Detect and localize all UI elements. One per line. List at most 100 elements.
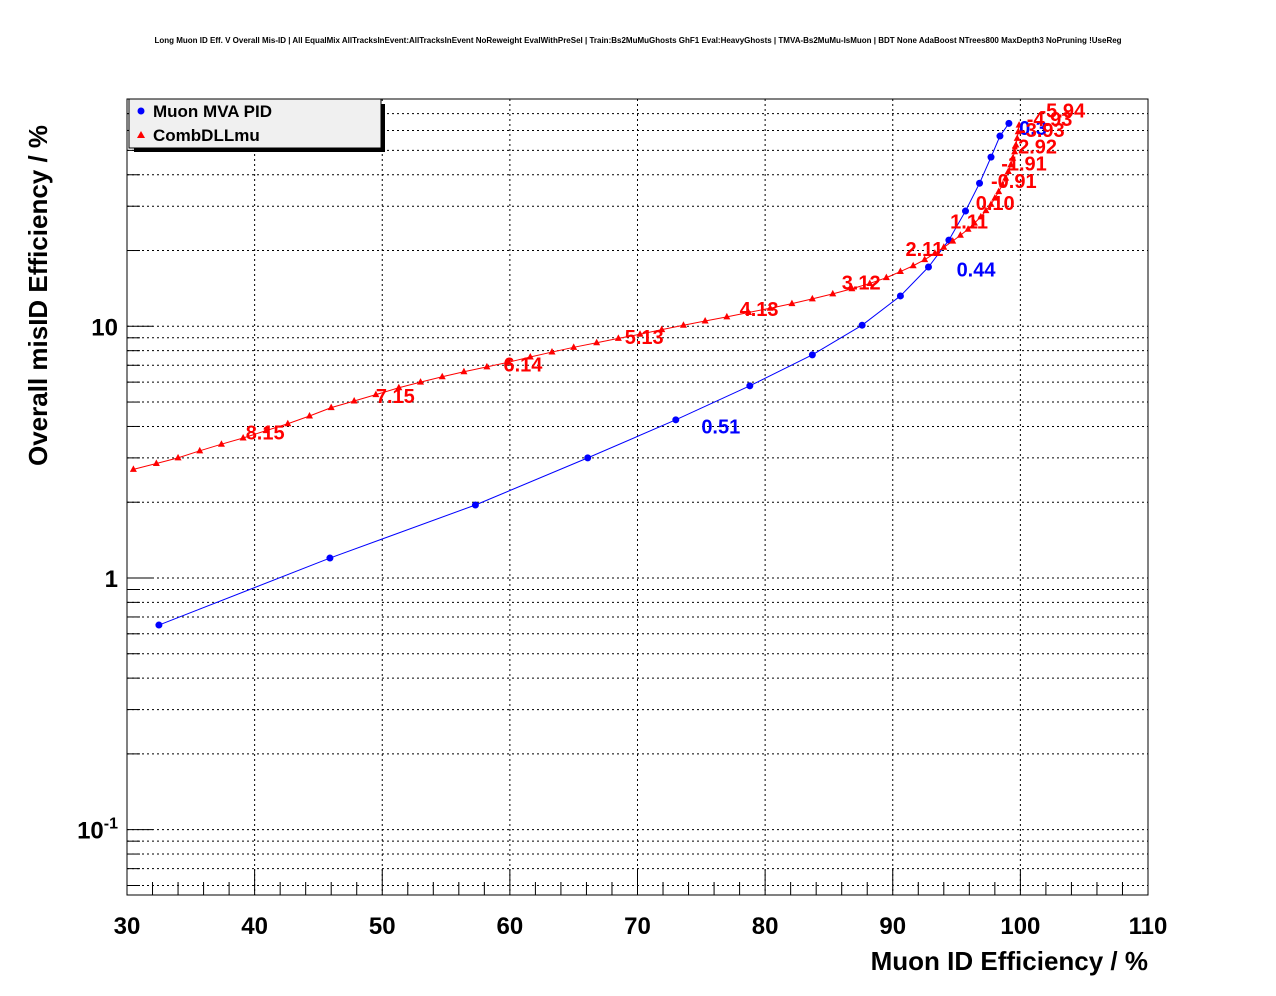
data-point (129, 465, 137, 472)
data-point (808, 294, 816, 302)
data-point (746, 382, 754, 390)
x-tick-label: 100 (1000, 913, 1040, 940)
data-point (262, 426, 270, 434)
data-point (672, 416, 680, 424)
x-tick-label: 30 (114, 913, 141, 940)
cut-value-label: -2.92 (1011, 137, 1057, 159)
grid (127, 98, 1148, 895)
data-point (1005, 119, 1013, 127)
data-point (940, 243, 948, 250)
series-line (133, 125, 1020, 470)
data-point (372, 390, 380, 398)
x-axis-title: Muon ID Efficiency / % (871, 946, 1148, 976)
x-tick-labels: 30 40 50 60 70 80 90 100 110 (114, 913, 1168, 940)
data-point (921, 255, 929, 263)
data-point (350, 396, 358, 404)
data-point (438, 372, 446, 380)
legend-marker-muon-mva (137, 107, 145, 115)
legend-box (128, 98, 382, 149)
cut-value-label: 3.12 (842, 273, 881, 295)
cut-value-label: 1.11 (950, 211, 988, 233)
y-tick-label: 10 (91, 314, 118, 341)
data-point (1009, 154, 1017, 161)
data-point (961, 207, 969, 215)
data-point (931, 249, 939, 256)
data-point (483, 362, 491, 370)
y-axis-title: Overall misID Efficiency / % (23, 125, 53, 466)
data-point (956, 231, 964, 238)
data-point (326, 554, 334, 562)
data-point (395, 383, 403, 391)
cut-value-label: 0.51 (701, 416, 740, 438)
data-point (1002, 174, 1010, 181)
data-point (1013, 134, 1021, 141)
data-point (471, 501, 479, 509)
data-point (977, 212, 985, 220)
x-tick-label: 40 (241, 913, 268, 940)
data-point (658, 325, 666, 333)
series (129, 119, 1023, 629)
x-tick-label: 70 (624, 913, 651, 940)
data-point (896, 292, 904, 300)
data-point (570, 343, 578, 350)
data-point (976, 179, 984, 187)
data-point (964, 225, 972, 232)
cut-value-label: -0.91 (991, 171, 1037, 193)
data-point (1011, 147, 1019, 155)
series-line (158, 123, 1010, 626)
x-tick-label: 50 (369, 913, 396, 940)
data-point (155, 621, 163, 629)
data-point (679, 321, 687, 328)
cut-value-label: -3.93 (1019, 120, 1065, 142)
data-point (505, 358, 513, 365)
cut-value-label: 8.15 (246, 422, 285, 444)
data-point (745, 308, 753, 315)
legend-label-muon-mva: Muon MVA PID (153, 102, 272, 121)
data-point (982, 206, 990, 214)
legend-marker-combdllmu (137, 131, 145, 138)
y-tick-labels: 10-1 1 10 (77, 314, 118, 844)
cut-value-label: 0.10 (976, 193, 1015, 215)
data-point (924, 263, 932, 271)
legend: Muon MVA PID CombDLLmu (128, 98, 385, 152)
data-point (174, 453, 182, 461)
data-point (327, 403, 335, 411)
data-point (999, 180, 1007, 188)
y-tick-label: 10-1 (77, 816, 118, 845)
data-point (1007, 160, 1015, 168)
cut-value-label: 2.11 (906, 239, 944, 261)
chart-title: Long Muon ID Eff. V Overall Mis-ID | All… (154, 36, 1121, 45)
x-tick-label: 80 (752, 913, 779, 940)
cut-value-label: 0.3 (1019, 118, 1047, 140)
data-point (766, 304, 774, 311)
cut-value-label: 0.44 (957, 259, 997, 281)
x-tick-label: 60 (497, 913, 524, 940)
x-tick-label: 90 (879, 913, 906, 940)
data-point (417, 378, 425, 385)
data-point (614, 334, 622, 341)
data-point (701, 316, 709, 324)
cut-value-label: -1.91 (1001, 154, 1047, 176)
cut-value-label: -4.93 (1027, 109, 1073, 131)
data-point (460, 367, 468, 375)
data-point (909, 261, 917, 269)
cut-value-label: 6.14 (503, 355, 543, 377)
y-tick-label: 1 (105, 566, 118, 593)
series-muon-mva-pid (155, 119, 1013, 629)
data-point (306, 412, 314, 419)
cut-value-label: 5.13 (625, 327, 664, 349)
axis-ticks (126, 98, 1149, 895)
x-tick-label: 110 (1129, 913, 1168, 940)
series-combdllmu (129, 121, 1023, 472)
legend-label-combdllmu: CombDLLmu (153, 126, 260, 145)
data-point (829, 289, 837, 297)
data-point (1015, 121, 1023, 128)
data-point (526, 353, 534, 360)
data-point (970, 219, 978, 226)
data-point (196, 446, 204, 454)
data-point (788, 299, 796, 307)
data-point (995, 187, 1003, 195)
data-point (152, 459, 160, 466)
data-point (217, 440, 225, 447)
